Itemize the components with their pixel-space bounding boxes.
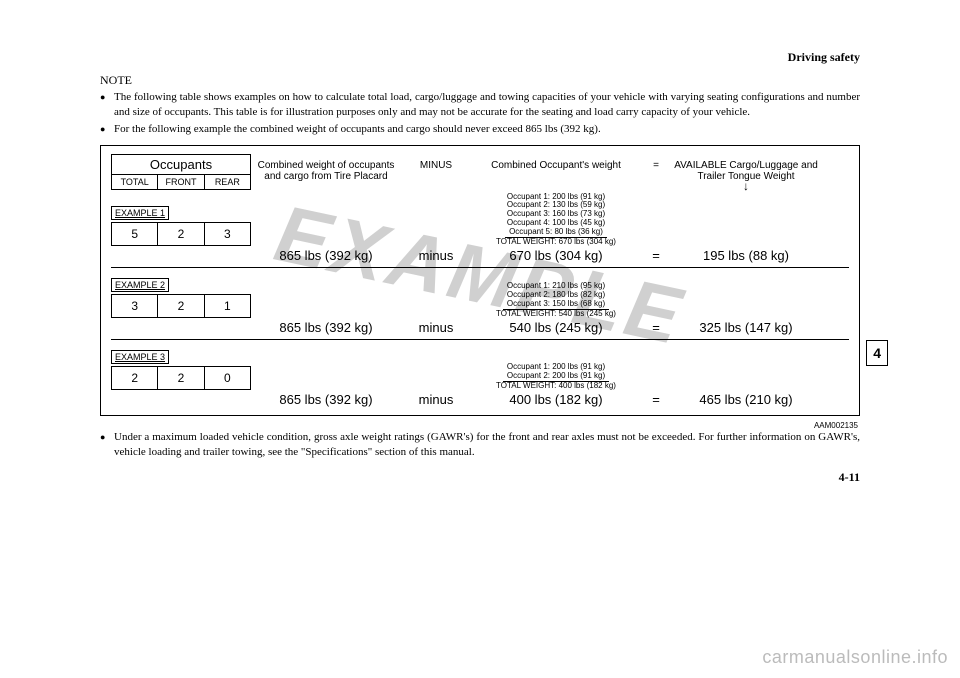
occ-weight-value: 400 lbs (182 kg) xyxy=(471,392,641,407)
breakdown-total: TOTAL WEIGHT: 540 lbs (245 kg) xyxy=(496,309,616,318)
occ-weight-value: 670 lbs (304 kg) xyxy=(471,248,641,263)
combined-value: 865 lbs (392 kg) xyxy=(251,248,401,263)
occ-front: 2 xyxy=(158,295,204,318)
note-list: The following table shows examples on ho… xyxy=(100,90,860,137)
note-item: The following table shows examples on ho… xyxy=(100,90,860,120)
example-block: EXAMPLE 3220Occupant 1: 200 lbs (91 kg)O… xyxy=(111,340,849,407)
occupants-col: EXAMPLE 1 523 xyxy=(111,196,251,246)
example-block: EXAMPLE 2 321 Occupant 1: 210 lbs (95 kg)O… xyxy=(111,268,849,340)
example-top-row: EXAMPLE 3220Occupant 1: 200 lbs (91 kg)O… xyxy=(111,340,849,390)
col-header-front: FRONT xyxy=(158,175,204,190)
occupants-title: Occupants xyxy=(111,154,251,175)
occupants-col: EXAMPLE 3220 xyxy=(111,340,251,390)
example-diagram: EXAMPLE Occupants TOTAL FRONT REAR Combi… xyxy=(100,145,860,417)
occ-total: 5 xyxy=(112,223,158,246)
available-value: 465 lbs (210 kg) xyxy=(671,392,821,407)
header-minus: MINUS xyxy=(401,154,471,171)
available-value: 325 lbs (147 kg) xyxy=(671,320,821,335)
chapter-tab: 4 xyxy=(866,340,888,366)
occ-front: 2 xyxy=(158,223,204,246)
example-top-row: EXAMPLE 1 523 Occupant 1: 200 lbs (91 kg)O… xyxy=(111,193,849,247)
occ-weight-value: 540 lbs (245 kg) xyxy=(471,320,641,335)
occ-rear: 3 xyxy=(205,223,251,246)
minus-label: minus xyxy=(401,392,471,407)
occ-rear: 0 xyxy=(205,367,251,390)
minus-label: minus xyxy=(401,320,471,335)
header-occweight: Combined Occupant's weight xyxy=(471,154,641,171)
examples-container: EXAMPLE 1523Occupant 1: 200 lbs (91 kg)O… xyxy=(111,193,849,408)
page-number: 4-11 xyxy=(100,470,860,485)
breakdown-total: TOTAL WEIGHT: 670 lbs (304 kg) xyxy=(496,237,616,246)
section-header: Driving safety xyxy=(100,50,860,65)
equals-label: = xyxy=(641,392,671,407)
result-row: 865 lbs (392 kg)minus400 lbs (182 kg)=46… xyxy=(111,392,849,407)
col-header-rear: REAR xyxy=(205,175,251,190)
occ-total: 3 xyxy=(112,295,158,318)
combined-value: 865 lbs (392 kg) xyxy=(251,392,401,407)
header-eq: = xyxy=(641,154,671,171)
occupant-values: 523 xyxy=(111,222,251,246)
combined-value: 865 lbs (392 kg) xyxy=(251,320,401,335)
header-available: AVAILABLE Cargo/Luggage and Trailer Tong… xyxy=(671,154,821,193)
result-row: 865 lbs (392 kg)minus540 lbs (245 kg)=32… xyxy=(111,320,849,340)
site-watermark: carmanualsonline.info xyxy=(762,647,948,668)
occupants-col: EXAMPLE 2 321 xyxy=(111,268,251,318)
arrow-down-icon: ↓ xyxy=(743,179,749,193)
result-row: 865 lbs (392 kg)minus670 lbs (304 kg)=19… xyxy=(111,248,849,268)
occupant-breakdown: Occupant 1: 200 lbs (91 kg)Occupant 2: 1… xyxy=(471,193,641,247)
occ-total: 2 xyxy=(112,367,158,390)
example-block: EXAMPLE 1 523 Occupant 1: 200 lbs (91 kg)O… xyxy=(111,193,849,269)
minus-label: minus xyxy=(401,248,471,263)
equals-label: = xyxy=(641,248,671,263)
example-label: EXAMPLE 1 xyxy=(111,206,169,220)
available-value: 195 lbs (88 kg) xyxy=(671,248,821,263)
occupant-breakdown: Occupant 1: 210 lbs (95 kg)Occupant 2: 1… xyxy=(471,282,641,318)
diagram-ref-code: AAM002135 xyxy=(100,421,860,430)
example-label: EXAMPLE 2 xyxy=(111,278,169,292)
note-label: NOTE xyxy=(100,73,860,88)
footer-note: Under a maximum loaded vehicle condition… xyxy=(100,430,860,460)
occ-rear: 1 xyxy=(205,295,251,318)
breakdown-total: TOTAL WEIGHT: 400 lbs (182 kg) xyxy=(496,381,616,390)
occupant-values: 220 xyxy=(111,366,251,390)
header-combined: Combined weight of occupants and cargo f… xyxy=(251,154,401,182)
example-label: EXAMPLE 3 xyxy=(111,350,169,364)
note-item: For the following example the combined w… xyxy=(100,122,860,137)
footer-note-list: Under a maximum loaded vehicle condition… xyxy=(100,430,860,460)
example-top-row: EXAMPLE 2 321 Occupant 1: 210 lbs (95 kg)O… xyxy=(111,268,849,318)
occupant-values: 321 xyxy=(111,294,251,318)
col-header-total: TOTAL xyxy=(112,175,158,190)
occupant-breakdown: Occupant 1: 200 lbs (91 kg)Occupant 2: 2… xyxy=(471,363,641,390)
equals-label: = xyxy=(641,320,671,335)
diagram-header-row: Occupants TOTAL FRONT REAR Combined weig… xyxy=(111,154,849,193)
occ-front: 2 xyxy=(158,367,204,390)
